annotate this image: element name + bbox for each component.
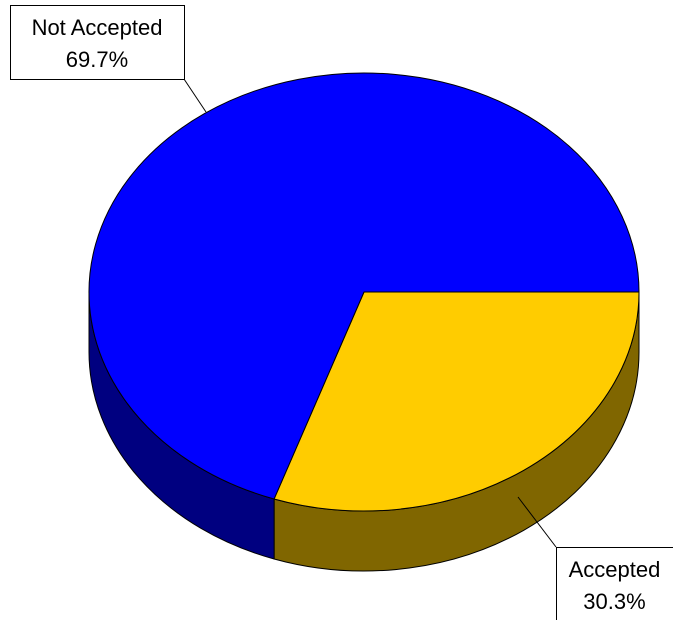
slice-percent-not-accepted: 69.7% (66, 47, 128, 72)
slice-label-not-accepted: Not Accepted (32, 15, 163, 40)
label-callout-not-accepted: Not Accepted 69.7% (11, 6, 207, 113)
leader-line-not-accepted (184, 79, 206, 112)
slice-percent-accepted: 30.3% (583, 589, 645, 614)
slice-label-accepted: Accepted (569, 557, 661, 582)
pie-top-layer (89, 73, 639, 511)
